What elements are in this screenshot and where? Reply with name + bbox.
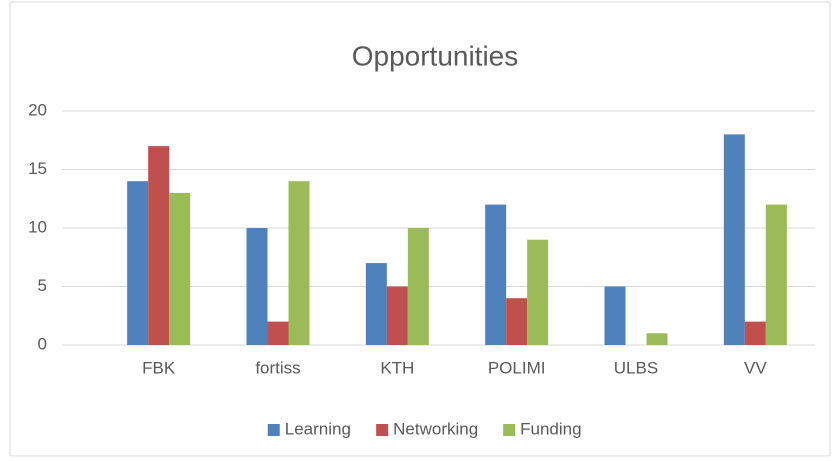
bar <box>169 192 191 345</box>
chart-title: Opportunities <box>352 40 519 71</box>
bar <box>604 286 626 345</box>
bar <box>527 239 549 345</box>
x-tick-label: VV <box>744 358 767 377</box>
bar <box>148 146 170 345</box>
bar <box>744 321 766 345</box>
legend-swatch <box>267 424 280 436</box>
y-tick-label: 15 <box>28 159 47 178</box>
bar <box>246 228 268 345</box>
x-tick-label: POLIMI <box>488 358 546 377</box>
bar <box>407 228 429 345</box>
y-tick-label: 10 <box>28 217 47 236</box>
y-tick-label: 5 <box>38 276 47 295</box>
x-tick-label: fortiss <box>255 358 300 377</box>
bar <box>288 181 310 345</box>
x-tick-label: ULBS <box>614 358 658 377</box>
bar <box>765 204 787 345</box>
legend-label: Learning <box>285 419 351 438</box>
bar <box>506 298 528 345</box>
bar <box>723 134 745 345</box>
legend-swatch <box>503 424 516 436</box>
bar <box>386 286 408 345</box>
bar <box>267 321 289 345</box>
legend-label: Networking <box>393 419 478 438</box>
bar <box>646 333 668 345</box>
legend-label: Funding <box>520 419 581 438</box>
y-tick-label: 0 <box>38 334 47 353</box>
bar <box>127 181 149 345</box>
x-tick-label: KTH <box>380 358 414 377</box>
legend-swatch <box>376 424 389 436</box>
bar <box>365 263 387 345</box>
x-tick-label: FBK <box>142 358 176 377</box>
y-tick-label: 20 <box>28 100 47 119</box>
bar <box>485 204 507 345</box>
